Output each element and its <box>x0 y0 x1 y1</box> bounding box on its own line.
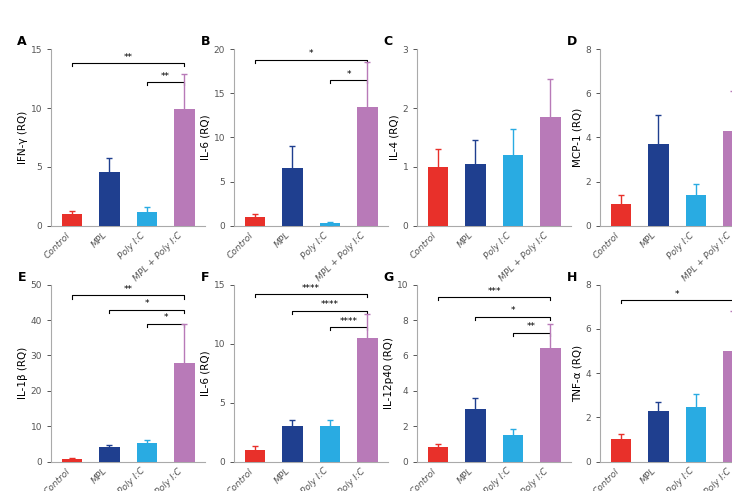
Text: *: * <box>675 290 679 299</box>
Y-axis label: TNF-α (RQ): TNF-α (RQ) <box>572 345 583 402</box>
Text: **: ** <box>124 285 132 294</box>
Bar <box>686 195 706 226</box>
Text: *: * <box>163 313 168 322</box>
Y-axis label: IL-6 (RQ): IL-6 (RQ) <box>201 115 211 160</box>
Bar <box>137 443 157 462</box>
Bar <box>427 447 448 462</box>
Text: **: ** <box>161 72 170 81</box>
Bar <box>503 155 523 226</box>
Bar <box>540 349 561 462</box>
Y-axis label: MCP-1 (RQ): MCP-1 (RQ) <box>572 108 583 167</box>
Y-axis label: IFN-γ (RQ): IFN-γ (RQ) <box>18 111 28 164</box>
Bar <box>610 204 631 226</box>
Text: A: A <box>18 35 27 48</box>
Text: *: * <box>346 70 351 79</box>
Text: C: C <box>384 35 392 48</box>
Y-axis label: IL-12p40 (RQ): IL-12p40 (RQ) <box>384 337 394 409</box>
Bar <box>282 426 302 462</box>
Text: **: ** <box>527 322 536 331</box>
Bar <box>610 439 631 462</box>
Text: E: E <box>18 271 26 284</box>
Text: ****: **** <box>321 300 339 309</box>
Text: B: B <box>201 35 210 48</box>
Bar <box>320 223 340 226</box>
Y-axis label: IL-6 (RQ): IL-6 (RQ) <box>201 351 211 396</box>
Text: ***: *** <box>488 287 501 296</box>
Text: ****: **** <box>340 317 358 326</box>
Bar <box>244 217 265 226</box>
Text: D: D <box>567 35 577 48</box>
Bar <box>427 167 448 226</box>
Bar <box>686 408 706 462</box>
Bar <box>503 435 523 462</box>
Bar <box>174 362 195 462</box>
Y-axis label: IL-1β (RQ): IL-1β (RQ) <box>18 347 28 399</box>
Text: **: ** <box>124 53 132 62</box>
Bar <box>465 164 485 226</box>
Bar <box>282 168 302 226</box>
Bar <box>723 351 732 462</box>
Bar <box>61 214 82 226</box>
Bar <box>465 409 485 462</box>
Bar <box>357 338 378 462</box>
Bar <box>174 109 195 226</box>
Text: G: G <box>384 271 394 284</box>
Bar <box>244 450 265 462</box>
Bar <box>540 117 561 226</box>
Bar <box>99 447 119 462</box>
Bar <box>137 212 157 226</box>
Bar <box>723 131 732 226</box>
Text: ****: **** <box>302 284 320 293</box>
Bar <box>61 459 82 462</box>
Bar <box>648 144 668 226</box>
Bar <box>99 172 119 226</box>
Bar <box>648 410 668 462</box>
Bar <box>357 107 378 226</box>
Text: *: * <box>145 299 149 308</box>
Y-axis label: IL-4 (RQ): IL-4 (RQ) <box>389 115 400 160</box>
Bar <box>320 426 340 462</box>
Text: H: H <box>567 271 577 284</box>
Text: F: F <box>201 271 209 284</box>
Text: *: * <box>511 306 515 315</box>
Text: *: * <box>309 49 313 58</box>
